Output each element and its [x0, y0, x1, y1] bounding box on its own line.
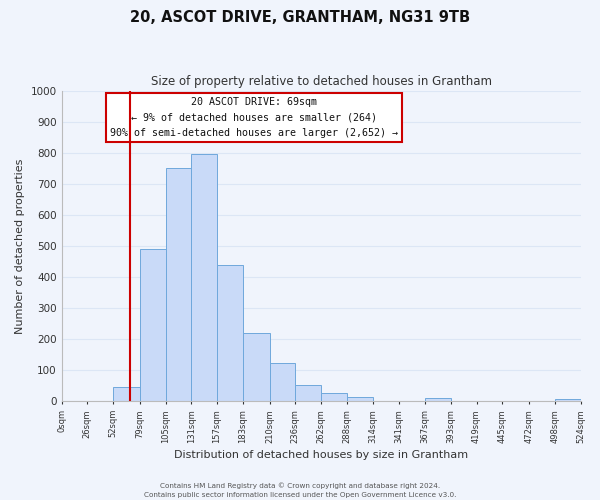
Title: Size of property relative to detached houses in Grantham: Size of property relative to detached ho…: [151, 75, 491, 88]
Bar: [295, 386, 321, 402]
X-axis label: Distribution of detached houses by size in Grantham: Distribution of detached houses by size …: [174, 450, 468, 460]
Bar: [113, 388, 140, 402]
Bar: [166, 168, 191, 402]
Bar: [269, 362, 295, 402]
Text: 20, ASCOT DRIVE, GRANTHAM, NG31 9TB: 20, ASCOT DRIVE, GRANTHAM, NG31 9TB: [130, 10, 470, 25]
Bar: [347, 397, 373, 402]
Text: 20 ASCOT DRIVE: 69sqm
← 9% of detached houses are smaller (264)
90% of semi-deta: 20 ASCOT DRIVE: 69sqm ← 9% of detached h…: [110, 97, 398, 138]
Bar: [243, 333, 269, 402]
Bar: [321, 392, 347, 402]
Bar: [140, 249, 166, 402]
Y-axis label: Number of detached properties: Number of detached properties: [15, 158, 25, 334]
Bar: [217, 264, 243, 402]
Bar: [555, 399, 581, 402]
Bar: [191, 154, 217, 402]
Text: Contains HM Land Registry data © Crown copyright and database right 2024.: Contains HM Land Registry data © Crown c…: [160, 482, 440, 489]
Text: Contains public sector information licensed under the Open Government Licence v3: Contains public sector information licen…: [144, 492, 456, 498]
Bar: [425, 398, 451, 402]
